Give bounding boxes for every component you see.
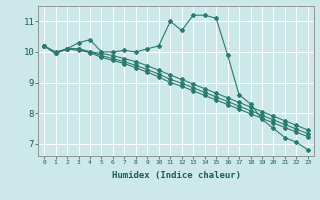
X-axis label: Humidex (Indice chaleur): Humidex (Indice chaleur) — [111, 171, 241, 180]
